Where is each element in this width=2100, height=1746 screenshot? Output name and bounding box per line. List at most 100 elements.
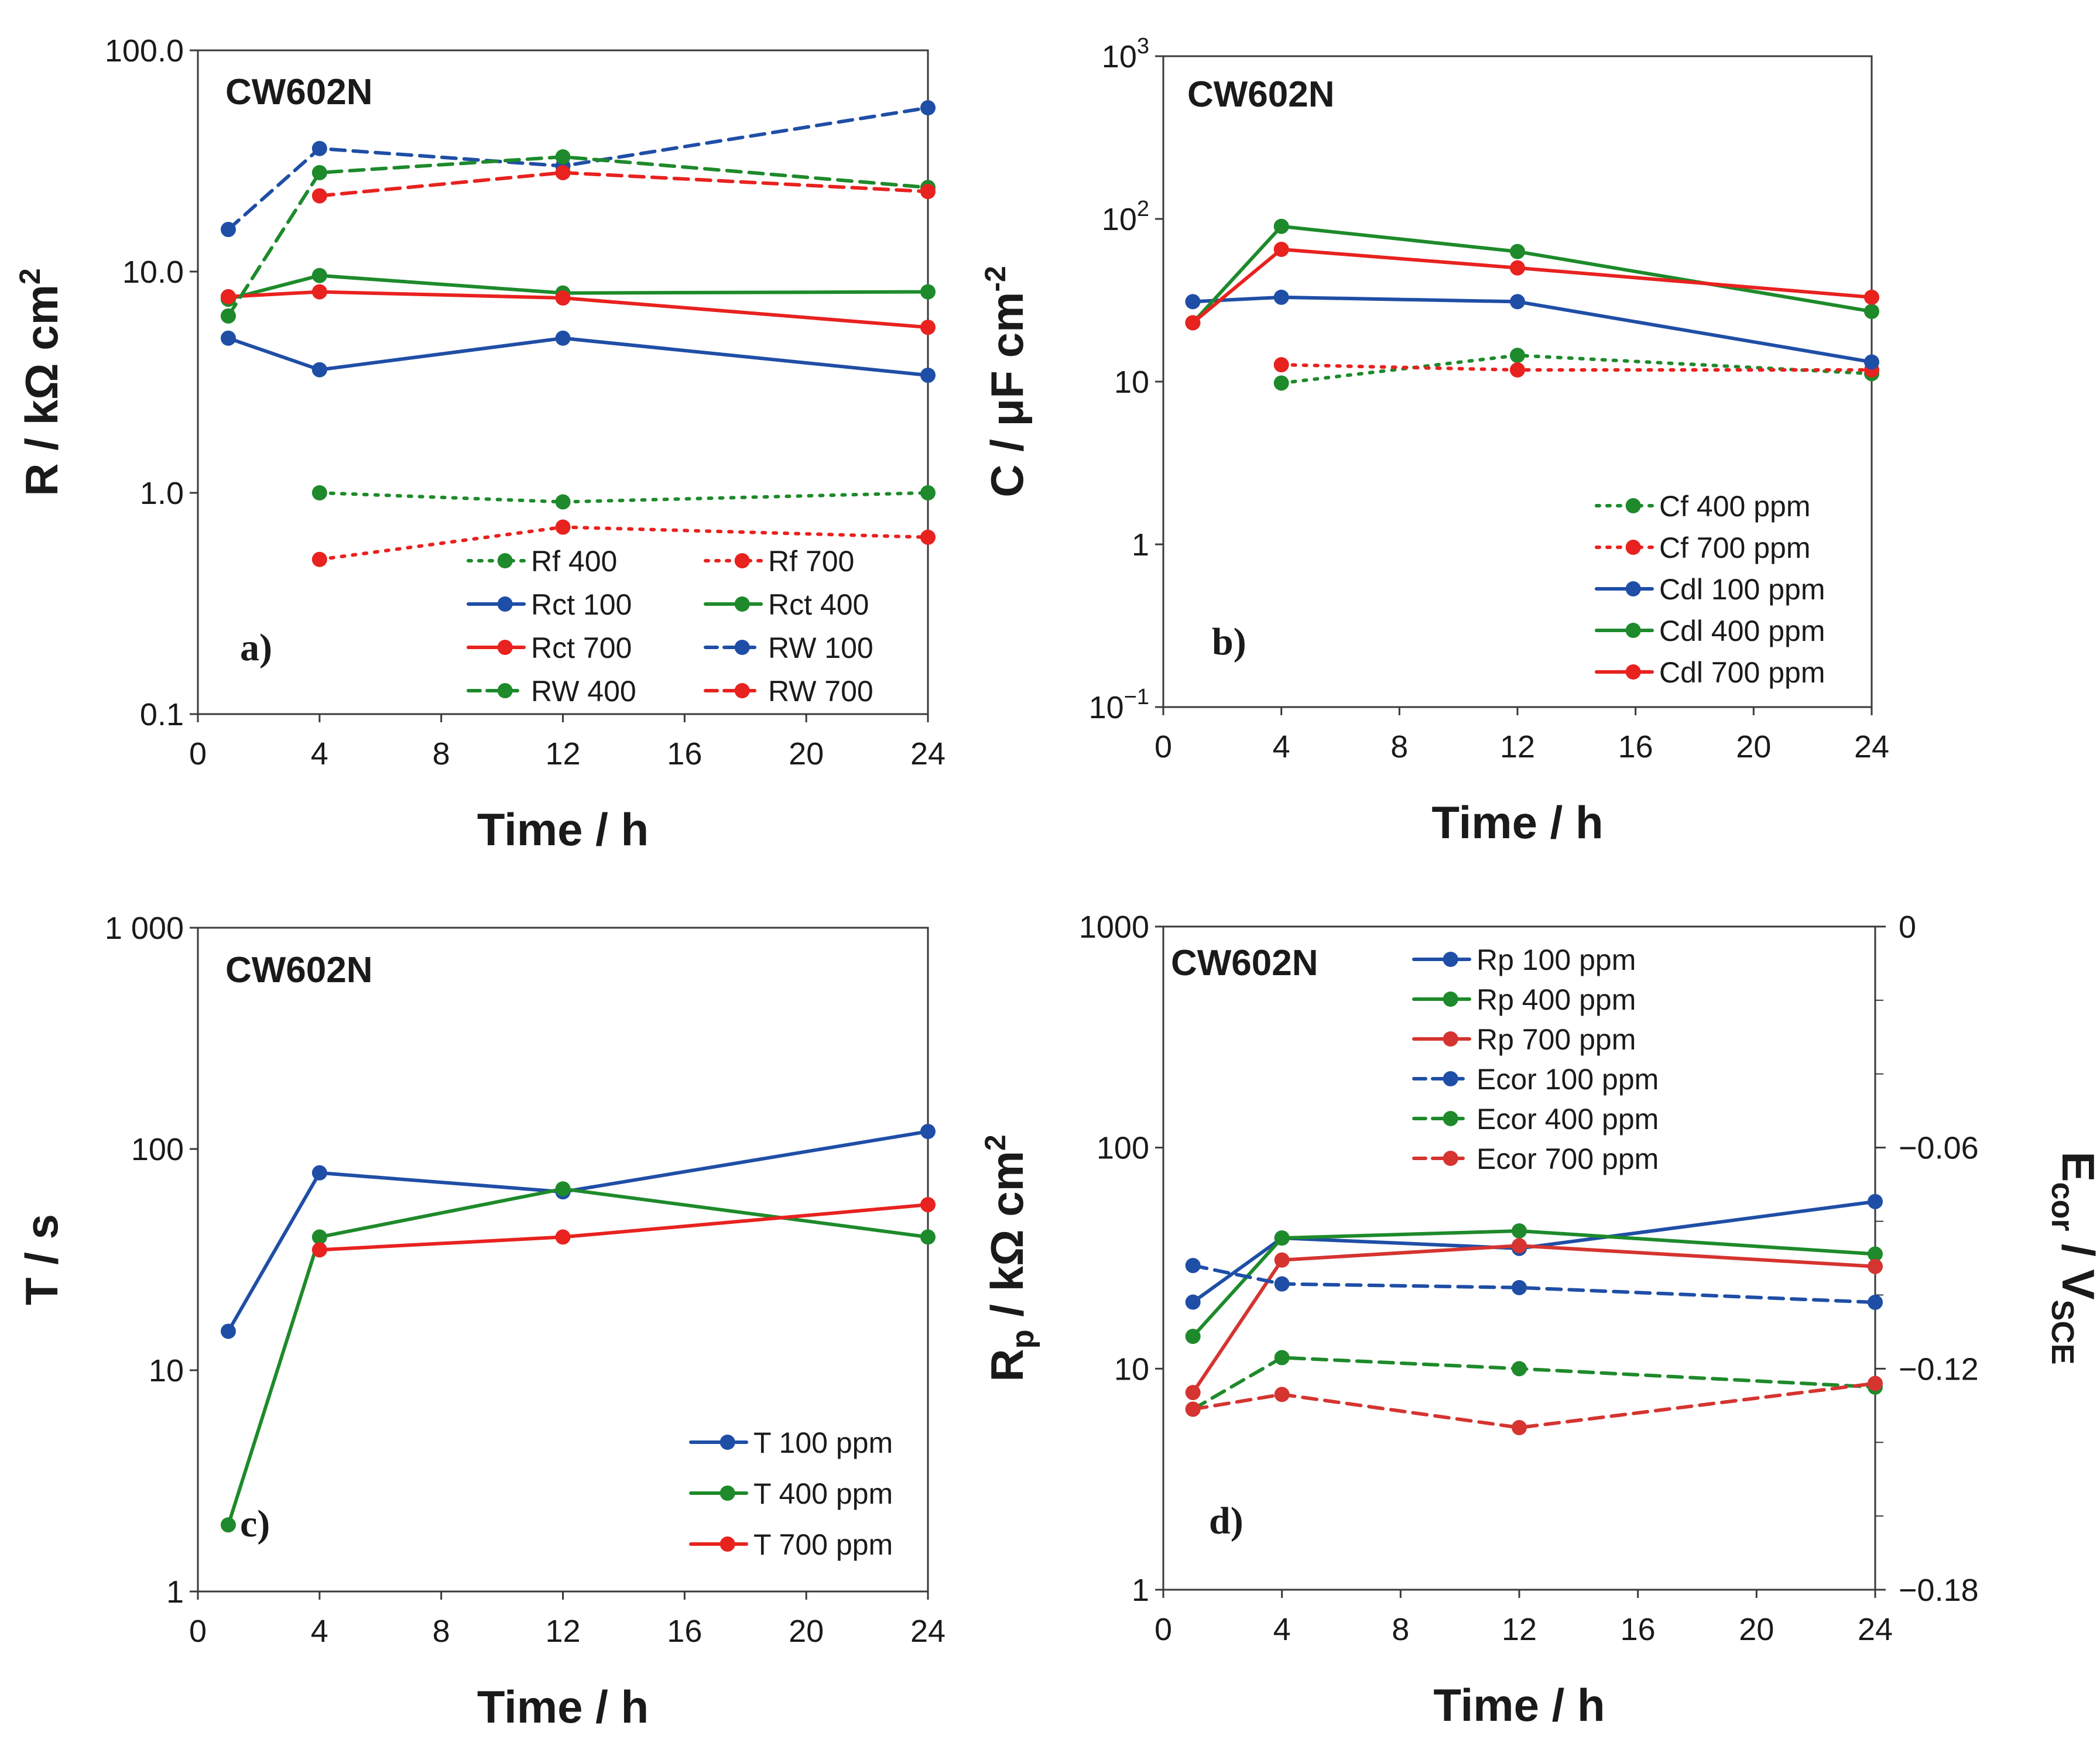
data-point — [1185, 315, 1201, 331]
y-tick-label: 1 — [166, 1575, 184, 1610]
data-point — [555, 1229, 571, 1245]
y-tick-label: 103 — [1102, 34, 1149, 74]
data-point — [1185, 1385, 1201, 1401]
data-point — [1274, 1387, 1290, 1402]
x-tick-label: 20 — [789, 736, 824, 771]
data-point — [555, 519, 571, 535]
x-tick-label: 8 — [433, 736, 450, 771]
data-point — [1512, 1420, 1527, 1436]
data-point — [1512, 1361, 1527, 1377]
legend-swatch-marker — [1625, 664, 1641, 680]
series-rct-100 — [220, 330, 936, 383]
data-point — [311, 164, 327, 180]
x-tick-label: 8 — [1390, 729, 1408, 764]
data-point — [920, 100, 936, 116]
legend: T 100 ppm T 400 ppm T 700 ppm — [689, 1426, 893, 1561]
series-line — [1191, 295, 1873, 364]
legend-swatch-marker — [720, 1486, 735, 1501]
data-point — [220, 1517, 236, 1533]
data-point — [920, 368, 936, 383]
legend-item: Ecor 700 ppm — [1412, 1143, 1659, 1175]
legend-swatch-marker — [1625, 540, 1641, 555]
data-point — [1868, 1295, 1883, 1311]
data-point — [920, 184, 936, 200]
x-tick-label: 24 — [1858, 1612, 1893, 1647]
legend-swatch-marker — [734, 553, 750, 568]
y-tick-label: 10.0 — [122, 255, 184, 290]
x-tick-label: 20 — [1736, 729, 1771, 764]
legend-label: Ecor 100 ppm — [1476, 1063, 1659, 1096]
data-point — [1185, 294, 1201, 310]
legend-swatch-marker — [1443, 952, 1458, 967]
data-point — [311, 1242, 327, 1258]
legend-item: RW 100 — [704, 632, 873, 664]
data-point — [1185, 1294, 1201, 1310]
legend-label: T 100 ppm — [753, 1426, 893, 1459]
x-tick-label: 16 — [1621, 1612, 1656, 1647]
y-axis-title: R / kΩ cm2 — [13, 268, 67, 496]
chart-panel-c: 0 4 8 12 16 20 24 1 10 100 1 000 Time / h T / s CW602… — [16, 911, 945, 1733]
legend-label: Rct 400 — [768, 588, 869, 621]
legend-label: T 400 ppm — [753, 1477, 893, 1510]
legend: Rp 100 ppm Rp 400 ppm Rp 700 ppm Ecor 100 p… — [1412, 944, 1659, 1175]
data-point — [1510, 348, 1525, 363]
x-tick-label: 24 — [910, 736, 945, 771]
data-point — [1512, 1280, 1527, 1295]
legend-item: Cdl 700 ppm — [1595, 656, 1825, 689]
y-tick-label: 10−1 — [1089, 685, 1149, 725]
legend-label: T 700 ppm — [753, 1528, 893, 1561]
data-point — [555, 494, 571, 510]
data-point — [311, 1229, 327, 1245]
legend-label: Ecor 700 ppm — [1476, 1143, 1659, 1175]
chart-panel-a: 0 4 8 12 16 20 24 0.1 1.0 10.0 100.0 Time / h R / kΩ… — [13, 33, 945, 855]
data-point — [1868, 1193, 1883, 1209]
legend-swatch-marker — [497, 640, 513, 655]
series-rp-700-ppm — [1185, 1238, 1883, 1401]
legend-label: Cf 400 ppm — [1659, 490, 1810, 523]
x-tick-label: 20 — [789, 1614, 824, 1649]
series-line — [226, 1187, 930, 1527]
series-rw-100 — [220, 100, 936, 238]
series-line — [317, 1203, 930, 1252]
series-t-700-ppm — [311, 1197, 936, 1258]
data-point — [1273, 357, 1289, 373]
series-ecor-100-ppm — [1185, 1258, 1883, 1311]
legend-swatch-marker — [734, 640, 750, 655]
legend-item: Cf 700 ppm — [1595, 531, 1810, 564]
legend-swatch-marker — [1625, 498, 1641, 513]
legend-item: Rp 400 ppm — [1412, 983, 1636, 1016]
chart-panel-b: 0 4 8 12 16 20 24 10−1 1 10 102 103 Time / h C / μF c… — [979, 34, 1889, 848]
legend: Rf 400 Rf 700 Rct 100 Rct 400 Rct 700 RW 100 R… — [467, 545, 873, 708]
legend-item: Cdl 400 ppm — [1595, 615, 1825, 647]
data-point — [1185, 1258, 1201, 1274]
legend-swatch-marker — [1443, 1151, 1458, 1166]
series-line — [1191, 1356, 1877, 1411]
data-point — [311, 188, 327, 204]
legend-swatch-marker — [497, 683, 513, 698]
series-line — [226, 336, 930, 378]
legend-label: RW 400 — [531, 675, 636, 708]
x-tick-label: 24 — [910, 1614, 945, 1649]
legend-item: Rct 100 — [467, 588, 632, 621]
series-cf-700-ppm — [1273, 357, 1879, 378]
y-axis-title: T / s — [16, 1214, 67, 1305]
data-point — [1273, 242, 1289, 258]
data-point — [1273, 218, 1289, 234]
series-line — [226, 1130, 930, 1333]
series-line — [1191, 1229, 1877, 1339]
data-point — [1510, 294, 1525, 310]
data-point — [1510, 362, 1525, 378]
data-point — [1273, 375, 1289, 391]
x-tick-label: 4 — [1273, 1612, 1291, 1647]
x-tick-label: 20 — [1739, 1612, 1774, 1647]
y-tick-label: 1.0 — [140, 476, 184, 511]
legend-label: RW 700 — [768, 675, 873, 708]
x-tick-label: 4 — [311, 736, 328, 771]
data-point — [1274, 1252, 1290, 1268]
series-ecor-700-ppm — [1185, 1375, 1883, 1436]
x-tick-label: 12 — [545, 1614, 580, 1649]
data-point — [1868, 1246, 1883, 1262]
data-point — [920, 1124, 936, 1140]
data-point — [1512, 1223, 1527, 1239]
